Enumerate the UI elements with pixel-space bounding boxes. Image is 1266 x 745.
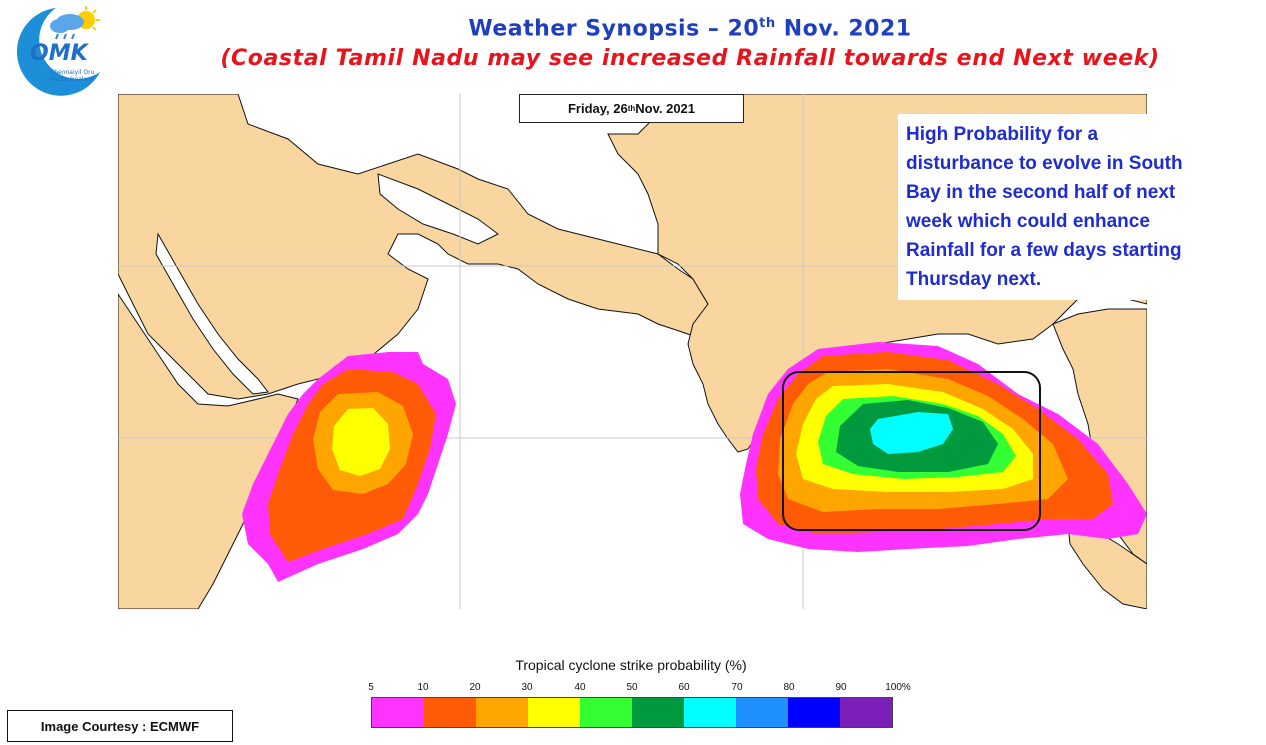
legend-color-bar [371, 697, 893, 728]
note-line: Thursday next. [906, 269, 1042, 290]
svg-text:Chennaiyil Oru: Chennaiyil Oru [50, 69, 95, 76]
legend-title: Tropical cyclone strike probability (%) [515, 657, 747, 673]
arabian-sea-probability-cluster [242, 352, 456, 582]
page-subtitle: (Coastal Tamil Nadu may see increased Ra… [220, 46, 1160, 71]
forecast-note: High Probability for a disturbance to ev… [898, 114, 1214, 300]
legend-swatch [788, 698, 840, 727]
omk-logo: OMK Chennaiyil Oru Mazhaikaalam [4, 2, 108, 98]
legend-swatch [528, 698, 580, 727]
legend-tick: 10 [417, 682, 429, 693]
legend-tick: 30 [521, 682, 533, 693]
legend-tick: 40 [574, 682, 586, 693]
legend-swatch [632, 698, 684, 727]
page-title: Weather Synopsis – 20th Nov. 2021 [468, 16, 912, 42]
legend-swatch [424, 698, 476, 727]
legend-tick: 60 [678, 682, 690, 693]
note-line: Bay in the second half of next [906, 182, 1176, 203]
legend-swatch [684, 698, 736, 727]
legend-tick: 90 [835, 682, 847, 693]
highlight-box [782, 371, 1041, 531]
note-line: Rainfall for a few days starting [906, 240, 1182, 261]
legend-tick: 5 [368, 682, 374, 693]
legend-swatch [372, 698, 424, 727]
legend-tick: 50 [626, 682, 638, 693]
note-line: High Probability for a [906, 124, 1099, 145]
legend-tick: 80 [783, 682, 795, 693]
legend-ticks: 5 10 20 30 40 50 60 70 80 90 100% [360, 682, 920, 694]
legend-tick: 20 [469, 682, 481, 693]
svg-text:OMK: OMK [30, 41, 90, 66]
legend-tick: 100% [885, 682, 911, 693]
legend-swatch [476, 698, 528, 727]
legend-swatch [580, 698, 632, 727]
svg-text:Mazhaikaalam: Mazhaikaalam [50, 76, 93, 83]
image-courtesy: Image Courtesy : ECMWF [7, 710, 233, 742]
bay-of-bengal-probability-cluster [740, 342, 1147, 552]
note-line: disturbance to evolve in South [906, 153, 1183, 174]
note-line: week which could enhance [906, 211, 1150, 232]
legend-swatch [736, 698, 788, 727]
legend-tick: 70 [731, 682, 743, 693]
legend-swatch [840, 698, 892, 727]
